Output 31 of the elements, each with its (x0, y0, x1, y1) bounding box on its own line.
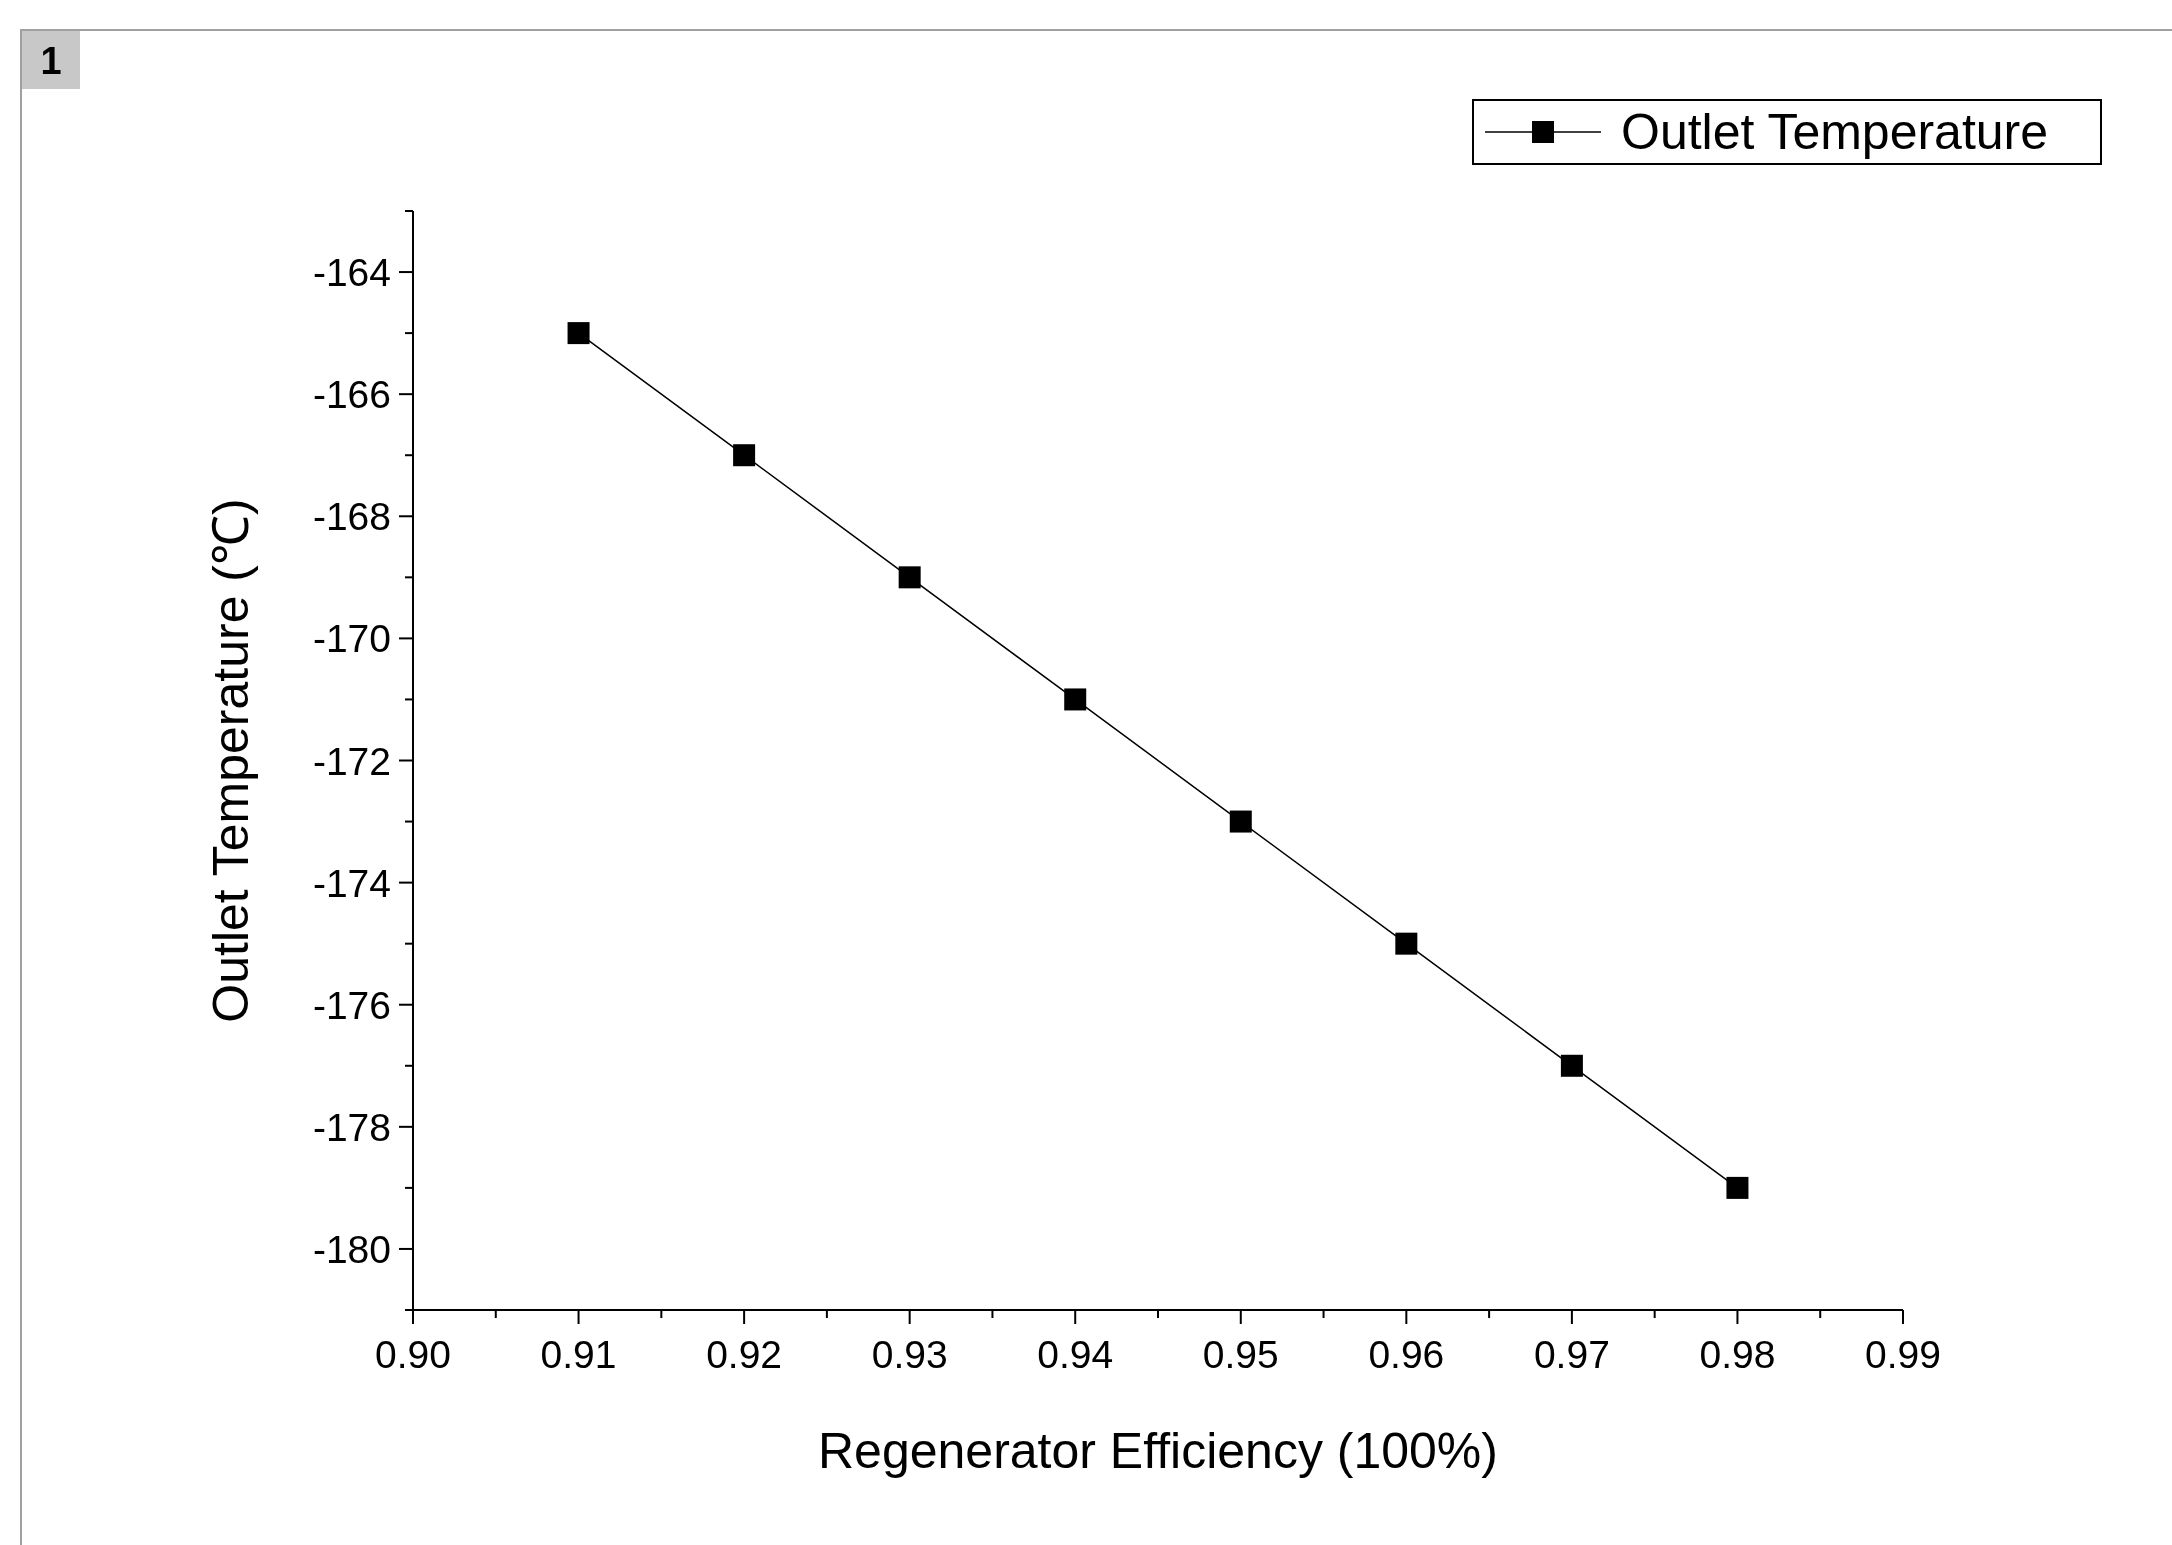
y-axis-title: Outlet Temperature (℃) (203, 498, 259, 1023)
point (567, 322, 590, 345)
y-tick-label: -166 (312, 373, 391, 417)
y-tick-label: -180 (312, 1227, 391, 1271)
x-tick-label: 0.96 (1368, 1333, 1445, 1376)
point (733, 444, 756, 467)
point (1229, 810, 1252, 833)
x-tick-label: 0.95 (1202, 1333, 1279, 1376)
y-tick-label: -176 (312, 983, 391, 1027)
point (898, 566, 921, 589)
x-tick-label: 0.94 (1037, 1333, 1114, 1376)
y-tick-label: -164 (312, 251, 391, 295)
y-tick-label: -172 (312, 739, 391, 783)
point (1064, 688, 1087, 711)
point (1726, 1176, 1749, 1199)
y-tick-label: -174 (312, 861, 391, 905)
text: 1 (40, 40, 62, 82)
y-tick-label: -168 (312, 495, 391, 539)
x-tick-label: 0.99 (1865, 1333, 1941, 1376)
point (1560, 1054, 1583, 1077)
y-tick-label: -178 (312, 1105, 391, 1149)
x-tick-label: 0.93 (871, 1333, 948, 1376)
x-tick-label: 0.98 (1699, 1333, 1776, 1376)
x-tick-label: 0.91 (540, 1333, 617, 1376)
x-tick-label: 0.90 (375, 1333, 451, 1376)
x-tick-label: 0.92 (706, 1333, 783, 1376)
y-tick-label: -170 (312, 617, 391, 661)
x-tick-label: 0.97 (1533, 1333, 1610, 1376)
legend-label: Outlet Temperature (1621, 104, 2049, 160)
x-axis-title: Regenerator Efficiency (100%) (818, 1423, 1498, 1479)
point (1395, 932, 1418, 955)
